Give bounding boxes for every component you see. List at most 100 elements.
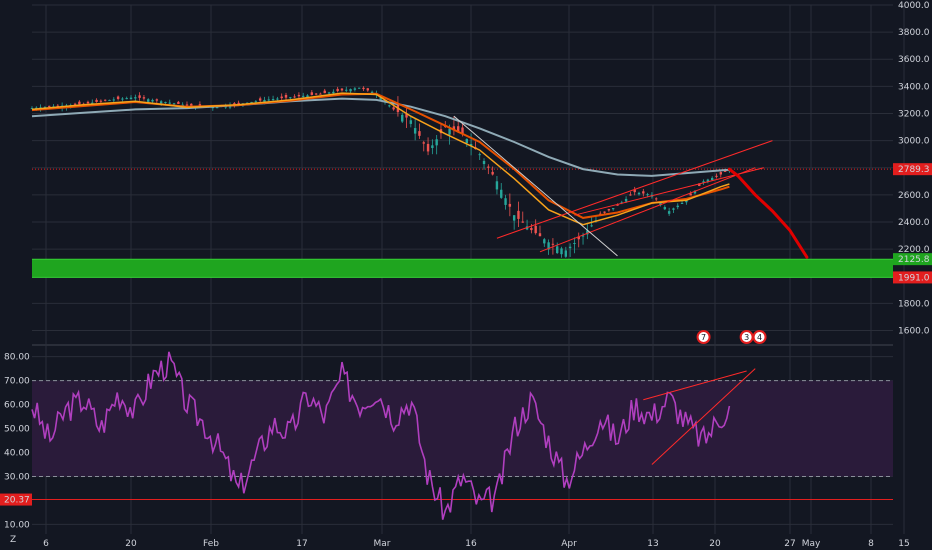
candle-body [366,88,369,91]
candle-body [172,103,176,105]
price-tag [893,271,932,284]
candle-body [125,98,128,100]
support-zone [32,259,893,278]
rsi-line [31,351,731,520]
candle-body [689,193,692,196]
candle-body [685,200,688,203]
candle-body [607,209,611,211]
event-badge-circle [696,330,711,344]
candle-body [456,126,460,133]
candle-body [409,120,413,124]
candle-body [538,233,542,237]
candle-body [633,189,636,193]
channel-line [496,140,773,239]
candle-body [78,101,81,105]
candle-body [147,99,150,102]
forecast-line [727,167,809,259]
candle-body [357,87,361,89]
rsi-tick-label: 30.00 [4,472,30,482]
candle-body [151,99,154,102]
candle-body [590,225,593,227]
rsi-band [32,380,893,477]
event-badge: 7 [696,330,711,344]
candle-body [715,175,718,177]
event-badge-label: 7 [701,333,706,342]
candle-body [177,101,180,104]
candle-body [616,204,619,206]
candle-body [129,97,133,100]
rsi-tick-label: 60.00 [4,401,30,411]
rsi-tick-label: 40.00 [4,448,30,458]
candle-body [349,89,352,92]
rsi-tick-label: 50.00 [4,425,30,435]
candle-body [323,90,326,94]
candle-body [379,97,382,100]
candle-body [289,97,292,99]
candle-body [547,242,550,250]
candle-body [86,101,90,104]
event-badge-label: 3 [744,333,749,342]
candle-body [159,101,163,104]
date-label: 20 [709,539,721,549]
rsi-pane[interactable] [31,351,893,520]
candle-body [534,225,537,234]
price-tag [893,253,932,266]
event-badge-label: 4 [757,333,762,342]
candle-body [142,97,146,99]
candle-body [112,99,115,101]
event-badge: 4 [752,330,767,344]
candle-body [556,246,559,254]
date-label: Feb [203,539,219,549]
candle-body [655,198,658,200]
price-tick-label: 4000.0 [898,1,930,11]
price-tick-label: 3000.0 [898,137,930,147]
candle-body [564,250,568,257]
candle-body [340,88,344,91]
candle-body [103,99,107,101]
candle-body [698,183,701,187]
candle-body [573,242,576,244]
date-label: 13 [647,539,658,549]
candle-body [258,98,262,101]
date-label: 15 [898,539,909,549]
candle-body [706,179,710,182]
date-label: Apr [561,539,577,549]
candle-body [543,239,546,244]
candle-body [237,102,240,104]
candle-body [452,126,456,131]
candle-body [624,198,628,202]
candle-body [392,107,395,110]
candle-body [401,114,404,122]
candle-body [388,105,391,107]
candle-body [693,190,697,194]
candle-body [568,246,572,249]
date-label: May [802,539,821,549]
candle-body [629,194,632,196]
event-badge: 3 [739,330,754,344]
rsi-tick-label: 70.00 [4,377,30,387]
candle-body [680,202,684,204]
price-tag-label: 1991.0 [898,273,930,283]
candle-body [168,102,171,104]
price-tick-label: 2200.0 [898,245,930,255]
date-label: 20 [125,539,137,549]
candle-body [491,171,494,175]
candle-body [530,227,533,231]
candle-body [637,192,641,195]
candle-body [319,93,322,95]
candle-body [418,131,421,136]
price-tick-label: 2600.0 [898,191,930,201]
candle-body [603,211,606,213]
event-badge-circle [752,330,767,344]
price-tick-label: 3800.0 [898,28,930,38]
candle-body [508,203,512,207]
rsi-level-label: 20.37 [4,496,30,506]
candle-body [487,166,490,168]
candle-body [667,211,671,214]
date-label: 27 [784,539,795,549]
candle-body [620,202,623,204]
rsi-trend-line [643,370,747,401]
